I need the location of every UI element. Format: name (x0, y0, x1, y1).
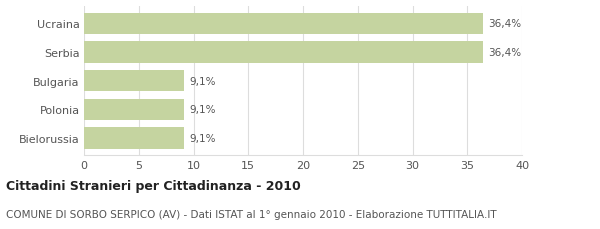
Text: 9,1%: 9,1% (189, 133, 215, 143)
Bar (84, 42, 482, 63)
Bar (84, 99, 184, 120)
Text: 36,4%: 36,4% (488, 19, 521, 29)
Bar (84, 71, 184, 92)
Bar (84, 128, 184, 149)
Text: COMUNE DI SORBO SERPICO (AV) - Dati ISTAT al 1° gennaio 2010 - Elaborazione TUTT: COMUNE DI SORBO SERPICO (AV) - Dati ISTA… (6, 210, 497, 220)
Text: Cittadini Stranieri per Cittadinanza - 2010: Cittadini Stranieri per Cittadinanza - 2… (6, 179, 301, 192)
Text: 9,1%: 9,1% (189, 76, 215, 86)
Text: 9,1%: 9,1% (189, 105, 215, 115)
Text: 36,4%: 36,4% (488, 48, 521, 58)
Bar (84, 14, 482, 35)
